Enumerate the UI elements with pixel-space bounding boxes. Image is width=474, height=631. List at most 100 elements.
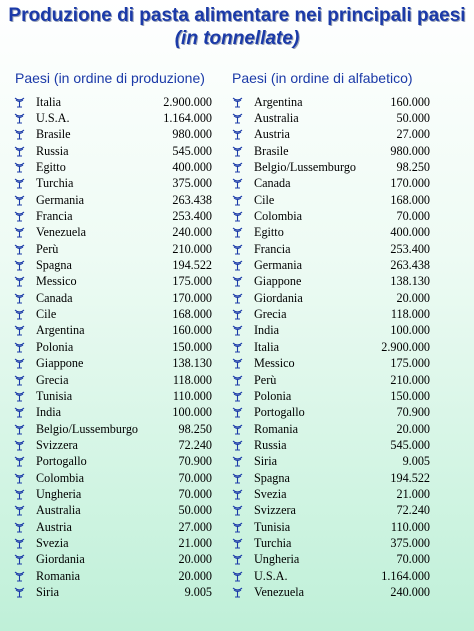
list-item: Giappone 138.130 — [14, 356, 212, 372]
production-order-list: Italia 2.900.000 U.S.A. 1.164.000 Brasile 980… — [14, 94, 212, 601]
list-item: Portogallo 70.900 — [14, 454, 212, 470]
fleuron-bullet-icon — [14, 244, 36, 255]
list-item: Austria 27.000 — [14, 519, 212, 535]
country-name: Romania — [36, 568, 81, 583]
country-name: Russia — [36, 143, 69, 158]
country-name: Spagna — [36, 258, 72, 273]
fleuron-bullet-icon — [232, 505, 254, 516]
list-item: Spagna 194.522 — [14, 257, 212, 273]
list-item: Siria 9.005 — [14, 584, 212, 600]
fleuron-bullet-icon — [14, 309, 36, 320]
list-item: Romania 20.000 — [232, 421, 430, 437]
fleuron-bullet-icon — [232, 227, 254, 238]
fleuron-bullet-icon — [14, 227, 36, 238]
production-value: 110.000 — [172, 388, 212, 403]
production-value: 168.000 — [172, 307, 212, 322]
fleuron-bullet-icon — [14, 456, 36, 467]
list-item: Australia 50.000 — [14, 503, 212, 519]
fleuron-bullet-icon — [14, 146, 36, 157]
list-item: Svizzera 72.240 — [14, 437, 212, 453]
country-name: Italia — [254, 339, 280, 354]
list-item: Turchia 375.000 — [232, 535, 430, 551]
country-name: Cile — [254, 192, 275, 207]
fleuron-bullet-icon — [232, 293, 254, 304]
production-value: 110.000 — [390, 519, 430, 534]
production-value: 98.250 — [396, 160, 430, 175]
fleuron-bullet-icon — [232, 244, 254, 255]
production-value: 980.000 — [172, 127, 212, 142]
fleuron-bullet-icon — [14, 587, 36, 598]
country-name: Argentina — [36, 323, 85, 338]
fleuron-bullet-icon — [232, 440, 254, 451]
list-item: Russia 545.000 — [14, 143, 212, 159]
fleuron-bullet-icon — [14, 505, 36, 516]
fleuron-bullet-icon — [232, 587, 254, 598]
country-name: India — [254, 323, 280, 338]
list-item: Romania 20.000 — [14, 568, 212, 584]
production-value: 263.438 — [390, 258, 430, 273]
list-item: Giordania 20.000 — [14, 552, 212, 568]
list-item: Brasile 980.000 — [232, 143, 430, 159]
production-value: 168.000 — [390, 192, 430, 207]
fleuron-bullet-icon — [14, 129, 36, 140]
country-name: Belgio/Lussemburgo — [36, 421, 139, 436]
production-value: 2.900.000 — [381, 339, 430, 354]
fleuron-bullet-icon — [14, 195, 36, 206]
country-name: Venezuela — [254, 584, 305, 599]
list-item: Perù 210.000 — [232, 372, 430, 388]
list-item: Francia 253.400 — [14, 208, 212, 224]
production-value: 100.000 — [390, 323, 430, 338]
production-value: 70.900 — [178, 454, 212, 469]
production-value: 545.000 — [390, 437, 430, 452]
production-value: 263.438 — [172, 192, 212, 207]
list-item: Brasile 980.000 — [14, 127, 212, 143]
list-item: Egitto 400.000 — [14, 159, 212, 175]
list-item: Cile 168.000 — [14, 306, 212, 322]
list-item: Svizzera 72.240 — [232, 503, 430, 519]
production-value: 375.000 — [172, 176, 212, 191]
production-value: 194.522 — [172, 258, 212, 273]
fleuron-bullet-icon — [14, 178, 36, 189]
country-name: Belgio/Lussemburgo — [254, 160, 357, 175]
list-item: Grecia 118.000 — [232, 306, 430, 322]
list-item: Germania 263.438 — [232, 257, 430, 273]
country-name: Tunisia — [254, 519, 291, 534]
list-item: Ungheria 70.000 — [14, 486, 212, 502]
production-value: 170.000 — [172, 290, 212, 305]
fleuron-bullet-icon — [14, 358, 36, 369]
country-name: Ungheria — [36, 486, 82, 501]
production-value: 50.000 — [178, 503, 212, 518]
production-value: 400.000 — [172, 160, 212, 175]
fleuron-bullet-icon — [14, 522, 36, 533]
country-name: Egitto — [254, 225, 284, 240]
title-line-1: Produzione di pasta alimentare nei princ… — [8, 5, 466, 26]
country-name: Portogallo — [36, 454, 87, 469]
country-name: Giappone — [254, 274, 302, 289]
list-item: Giordania 20.000 — [232, 290, 430, 306]
production-value: 20.000 — [396, 421, 430, 436]
list-item: Giappone 138.130 — [232, 274, 430, 290]
fleuron-bullet-icon — [14, 375, 36, 386]
list-item: Cile 168.000 — [232, 192, 430, 208]
fleuron-bullet-icon — [232, 358, 254, 369]
fleuron-bullet-icon — [14, 325, 36, 337]
list-item: Svezia 21.000 — [14, 535, 212, 551]
production-value: 240.000 — [172, 225, 212, 240]
fleuron-bullet-icon — [14, 276, 36, 288]
country-name: Turchia — [254, 535, 292, 550]
fleuron-bullet-icon — [232, 571, 254, 582]
country-name: Germania — [254, 258, 303, 273]
production-value: 160.000 — [390, 94, 430, 109]
country-name: Siria — [254, 454, 278, 469]
country-name: Colombia — [36, 470, 85, 485]
production-value: 545.000 — [172, 143, 212, 158]
country-name: Romania — [254, 421, 299, 436]
country-name: Svezia — [254, 486, 287, 501]
country-name: Giappone — [36, 356, 84, 371]
fleuron-bullet-icon — [232, 407, 254, 418]
fleuron-bullet-icon — [14, 538, 36, 549]
production-value: 21.000 — [396, 486, 430, 501]
production-value: 1.164.000 — [163, 111, 212, 126]
country-name: Ungheria — [254, 552, 300, 567]
list-item: Colombia 70.000 — [232, 208, 430, 224]
